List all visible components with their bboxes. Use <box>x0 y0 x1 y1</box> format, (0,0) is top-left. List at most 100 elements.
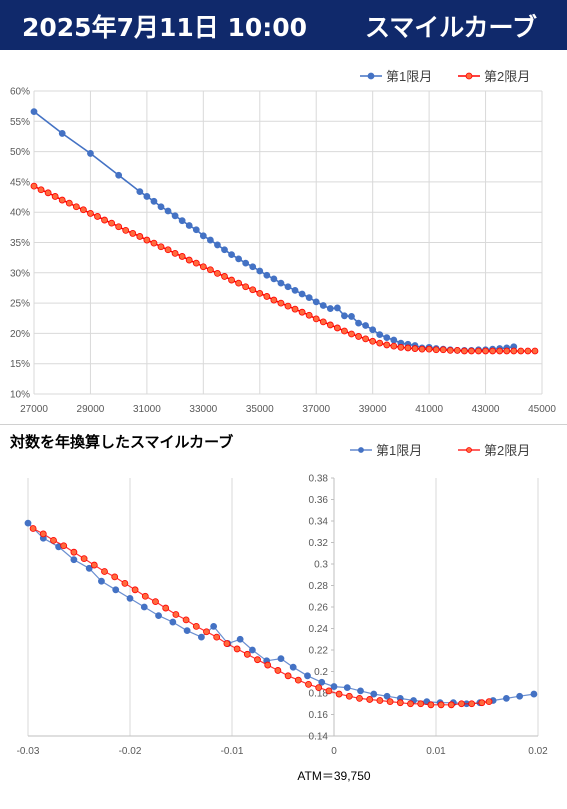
chart1-series-1-point <box>192 226 200 234</box>
chart1-series-1-point <box>150 197 158 205</box>
chart1-series-2-point <box>242 283 250 291</box>
atm-annotation: ATM＝39,750 <box>297 769 370 783</box>
chart2-series-2-point <box>60 542 68 550</box>
chart1-series-1-point <box>333 304 341 312</box>
chart2-y-tick-label: 0.24 <box>309 624 329 635</box>
chart1-x-tick-label: 33000 <box>189 404 217 415</box>
chart1-series-2-point <box>185 256 193 264</box>
chart2-series <box>24 519 538 709</box>
chart1-series-1-point <box>228 251 235 259</box>
chart2-series-2-point <box>101 568 108 575</box>
chart1-series-2-point <box>72 203 80 211</box>
chart2-series-1-point <box>140 603 148 611</box>
chart1-series-1-point <box>199 232 207 240</box>
chart2-legend-marker-1 <box>358 447 364 453</box>
chart1-y-tick-label: 35% <box>10 238 30 249</box>
chart1-y-tick-label: 20% <box>10 329 30 340</box>
chart1-x-tick-label: 27000 <box>20 404 48 415</box>
chart1-series-1-point <box>143 193 151 200</box>
chart2-series-2-point <box>172 611 180 618</box>
chart1-series-1-point <box>291 286 299 294</box>
chart2-gridlines <box>27 478 539 736</box>
chart1-series-1-point <box>390 336 398 344</box>
chart1-series-2-point <box>51 193 59 200</box>
chart2-x-tick-label: -0.03 <box>17 746 40 757</box>
chart1-series-2-point <box>171 250 179 257</box>
chart2-series-2-point <box>396 699 404 707</box>
chart1-series-2-point <box>136 233 144 240</box>
chart1-series-2-point <box>249 286 257 294</box>
chart2-y-tick-label: 0.38 <box>309 474 329 485</box>
chart1-series-1-point <box>277 279 285 287</box>
chart2-series-2-point <box>121 579 129 587</box>
chart1-y-tick-label: 10% <box>10 390 30 401</box>
chart2-series-2-point <box>315 684 323 692</box>
chart1-x-tick-label: 35000 <box>246 404 274 415</box>
chart1-series-2-point <box>164 246 172 254</box>
chart2-y-tick-label: 0.28 <box>309 581 329 592</box>
chart1-x-tick-label: 31000 <box>133 404 161 415</box>
chart2-x-tick-label: 0.01 <box>426 746 446 757</box>
chart1-series-1-point <box>185 222 193 229</box>
chart2-series-2-point <box>407 700 414 708</box>
chart2-series-2-point <box>284 672 292 680</box>
chart1-series-2-point <box>432 346 440 354</box>
chart2-y-tick-label: 0.32 <box>309 538 329 549</box>
chart1-series-1-point <box>235 255 243 263</box>
chart1-series-2-point <box>263 293 271 300</box>
chart2-legend-marker-2 <box>466 447 472 453</box>
chart2-series-2-point <box>39 530 47 538</box>
chart1-series-1-point <box>249 263 257 271</box>
chart1-series-1-point <box>178 217 186 225</box>
chart2-x-tick-label: -0.02 <box>119 746 142 757</box>
chart1-series-2-point <box>319 318 327 326</box>
chart1-series-2-point <box>65 199 73 207</box>
chart2-series-2-point <box>233 645 241 653</box>
chart1-series-2-point <box>206 266 214 274</box>
chart2-series-1-point <box>530 690 538 698</box>
smile-curve-chart-svg: 10% 15% 20% 25% 30% 35% 40% 45% 50% 55% 60% 27000 29… <box>10 69 556 415</box>
chart2-series-2-point <box>213 633 221 641</box>
chart2-series-2-point <box>29 525 37 532</box>
chart1-series-2-point <box>446 346 454 354</box>
chart1-series-2-point <box>355 333 362 340</box>
chart1-series-2-point <box>425 345 433 353</box>
chart2-y-tick-label: 0.36 <box>309 495 329 506</box>
chart1-series-1-point <box>270 275 278 283</box>
chart1-series-2-point <box>199 263 207 271</box>
chart2-series-2-point <box>417 700 425 708</box>
chart2-series-2-point <box>335 690 343 698</box>
chart1-legend-marker-1 <box>367 72 375 80</box>
chart2-series-2-point <box>478 699 486 707</box>
chart1-series-2-point <box>397 343 405 351</box>
chart1-series-2-point <box>284 302 292 310</box>
chart2-x-tick-label: 0 <box>331 746 337 757</box>
chart1-y-tick-label: 50% <box>10 147 30 158</box>
chart2-series-1-point <box>126 594 134 602</box>
chart1-series-1-point <box>355 319 362 327</box>
chart2-series-2-point <box>376 697 384 704</box>
chart2-series-2-point <box>192 622 200 630</box>
chart2-y-tick-label: 0.18 <box>309 689 329 700</box>
chart1-series-2-point <box>383 341 391 349</box>
chart2-series-2-point <box>427 701 435 709</box>
chart1-series-1-point <box>171 212 179 220</box>
log-smile-curve-chart-svg: -0.03 -0.02 -0.01 0 0.01 0.02 0.14 0.16 0.18 0.2 0… <box>17 443 549 783</box>
chart2-series-1-point <box>370 690 378 698</box>
chart1-series-2-point <box>369 337 377 345</box>
chart1-legend-label-2: 第2限月 <box>484 69 530 84</box>
chart2-series-2-point <box>366 696 374 703</box>
chart1-series-1-point <box>312 298 320 306</box>
chart1-series-2-point <box>489 347 497 355</box>
chart1-x-tick-label: 37000 <box>302 404 330 415</box>
chart2-series-2-point <box>305 680 312 688</box>
chart2-y-tick-label: 0.26 <box>309 603 329 614</box>
chart2-series-1-point <box>24 519 32 527</box>
chart1-series-2-point <box>30 182 38 190</box>
chart1-series-1-point <box>256 267 264 275</box>
chart2-series-2-point <box>437 701 445 709</box>
chart2-series-2-point <box>203 628 210 636</box>
chart1-series-2-point <box>178 253 186 260</box>
chart1-series-1-point <box>87 150 94 157</box>
chart2-series-2-point <box>468 700 476 708</box>
